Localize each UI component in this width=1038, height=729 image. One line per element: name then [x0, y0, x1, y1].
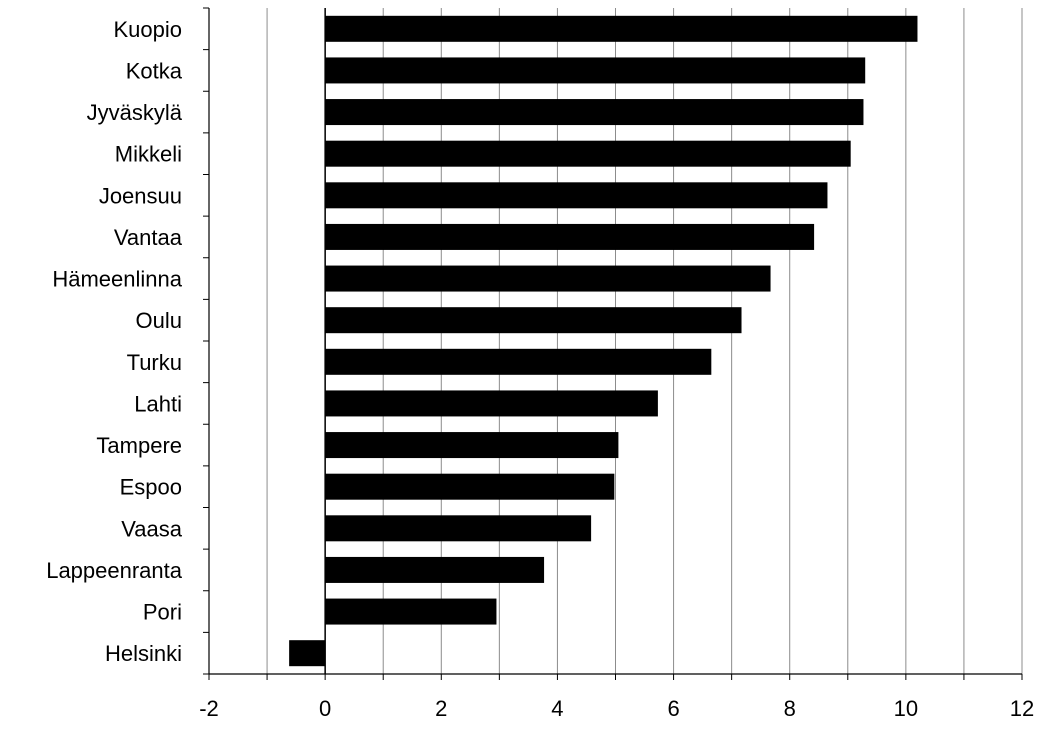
- category-label: Lahti: [134, 391, 182, 416]
- category-label: Helsinki: [105, 641, 182, 666]
- bar-pori: [325, 598, 497, 625]
- category-label: Joensuu: [99, 183, 182, 208]
- bars: [289, 15, 918, 667]
- category-label: Turku: [127, 350, 182, 375]
- category-label: Vantaa: [114, 225, 183, 250]
- bar-kotka: [325, 57, 866, 84]
- bar-tampere: [325, 432, 619, 459]
- x-tick-label: 6: [667, 696, 679, 721]
- category-label: Espoo: [120, 475, 182, 500]
- x-tick-label: 0: [319, 696, 331, 721]
- bar-kuopio: [325, 15, 918, 42]
- bar-oulu: [325, 307, 742, 334]
- x-tick-label: -2: [199, 696, 219, 721]
- category-label: Pori: [143, 600, 182, 625]
- x-tick-label: 2: [435, 696, 447, 721]
- category-labels: Kuopio Kotka Jyväskylä Mikkeli Joensuu Vantaa…: [46, 17, 183, 666]
- bar-joensuu: [325, 182, 828, 209]
- category-label: Jyväskylä: [87, 100, 183, 125]
- bar-helsinki: [289, 640, 326, 667]
- category-label: Kotka: [126, 58, 183, 83]
- category-label: Hämeenlinna: [52, 267, 182, 292]
- bar-jyväskylä: [325, 99, 864, 126]
- category-label: Lappeenranta: [46, 558, 183, 583]
- bar-hämeenlinna: [325, 265, 771, 292]
- bar-turku: [325, 348, 712, 375]
- bar-vaasa: [325, 515, 592, 542]
- bar-lappeenranta: [325, 556, 545, 583]
- x-tick-labels: -2 0 2 4 6 8 10 12: [199, 696, 1034, 721]
- x-tick-label: 12: [1010, 696, 1034, 721]
- bar-lahti: [325, 390, 658, 417]
- bar-vantaa: [325, 223, 815, 250]
- bar-espoo: [325, 473, 615, 500]
- x-tick-label: 4: [551, 696, 563, 721]
- axes: [203, 7, 1023, 680]
- bar-mikkeli: [325, 140, 851, 167]
- x-tick-label: 10: [894, 696, 918, 721]
- category-label: Kuopio: [113, 17, 182, 42]
- category-label: Tampere: [96, 433, 182, 458]
- x-tick-label: 8: [784, 696, 796, 721]
- category-label: Oulu: [136, 308, 182, 333]
- category-label: Vaasa: [121, 516, 183, 541]
- category-label: Mikkeli: [115, 142, 182, 167]
